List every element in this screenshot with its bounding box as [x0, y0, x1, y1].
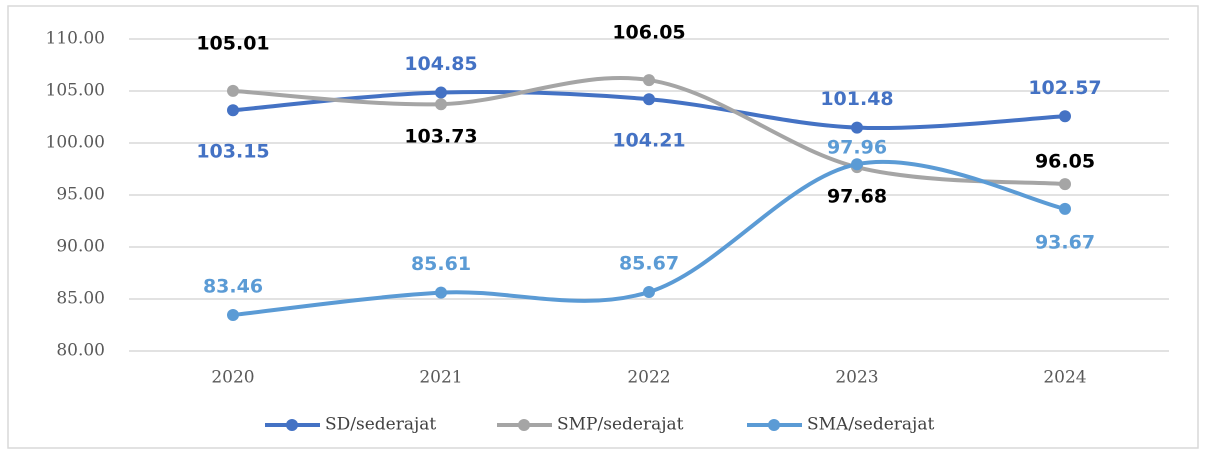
- legend-marker: [518, 419, 530, 431]
- data-point: [227, 104, 239, 117]
- x-tick-label: 2020: [211, 368, 254, 388]
- data-point: [643, 286, 655, 299]
- legend-marker: [286, 419, 298, 431]
- y-tick-label: 85.00: [56, 289, 105, 309]
- data-label: 101.48: [820, 88, 893, 110]
- data-label: 103.15: [196, 141, 269, 163]
- data-point: [435, 286, 447, 299]
- data-label: 105.01: [196, 32, 269, 54]
- data-point: [1059, 110, 1071, 123]
- chart-frame: [7, 5, 1199, 449]
- data-label: 103.73: [404, 126, 477, 148]
- data-label: 83.46: [203, 276, 263, 298]
- legend-label: SMP/sederajat: [557, 415, 684, 435]
- data-label: 106.05: [612, 22, 685, 44]
- data-label: 96.05: [1035, 151, 1095, 173]
- data-point: [1059, 178, 1071, 191]
- legend-marker: [768, 419, 780, 431]
- data-label: 85.61: [411, 253, 471, 275]
- data-point: [435, 98, 447, 111]
- y-tick-label: 90.00: [56, 237, 105, 257]
- data-point: [643, 93, 655, 106]
- x-tick-label: 2023: [835, 368, 878, 388]
- legend-label: SD/sederajat: [325, 415, 436, 435]
- legend-label: SMA/sederajat: [807, 415, 934, 435]
- data-point: [851, 158, 863, 171]
- data-point: [643, 74, 655, 87]
- x-tick-label: 2022: [627, 368, 670, 388]
- data-label: 104.85: [404, 53, 477, 75]
- x-tick-label: 2021: [419, 368, 462, 388]
- data-label: 102.57: [1028, 77, 1101, 99]
- data-point: [851, 121, 863, 134]
- y-tick-label: 95.00: [56, 185, 105, 205]
- data-label: 85.67: [619, 253, 679, 275]
- y-tick-label: 80.00: [56, 341, 105, 361]
- data-label: 97.68: [827, 186, 887, 208]
- data-label: 97.96: [827, 137, 887, 159]
- y-tick-label: 110.00: [46, 29, 105, 49]
- data-point: [227, 309, 239, 322]
- x-tick-label: 2024: [1043, 368, 1086, 388]
- data-label: 93.67: [1035, 231, 1095, 253]
- data-point: [227, 84, 239, 97]
- data-point: [1059, 202, 1071, 215]
- y-tick-label: 100.00: [46, 133, 105, 153]
- y-tick-label: 105.00: [46, 81, 105, 101]
- data-label: 104.21: [612, 130, 685, 152]
- data-point: [435, 86, 447, 99]
